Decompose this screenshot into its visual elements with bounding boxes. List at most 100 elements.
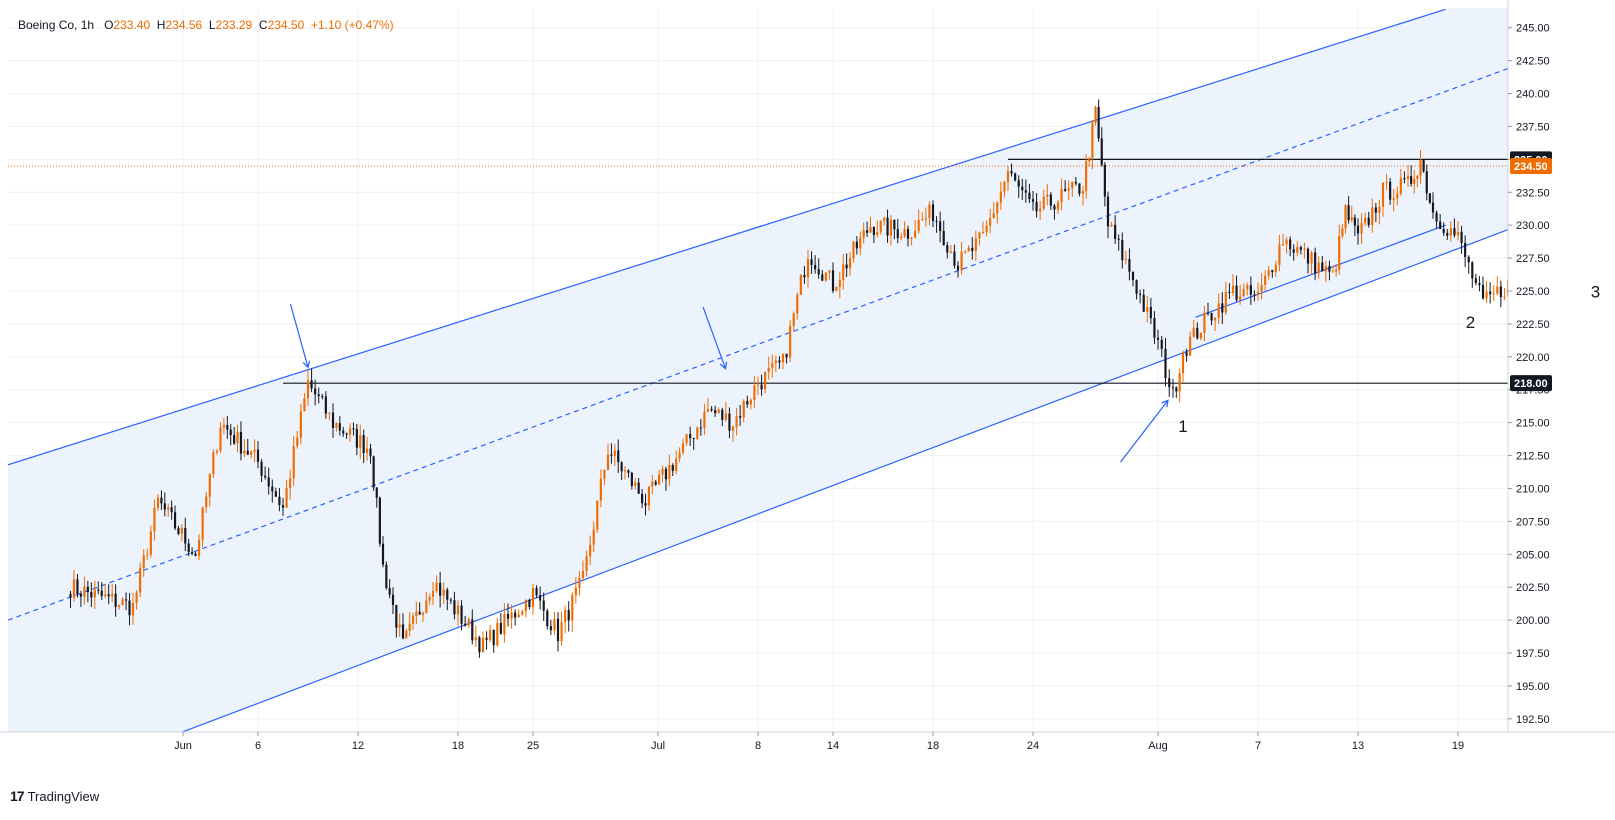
candle-body — [1135, 280, 1138, 294]
candle-body — [1588, 245, 1590, 248]
candle-body — [467, 619, 470, 626]
candle — [253, 439, 256, 463]
legend: Boeing Co, 1h O233.40 H234.56 L233.29 C2… — [18, 18, 394, 32]
y-tick-label: 195.00 — [1516, 681, 1550, 693]
candle — [974, 230, 977, 261]
candle — [721, 407, 724, 426]
candle-body — [1344, 205, 1347, 229]
candle-body — [946, 245, 949, 253]
candle — [1224, 281, 1227, 315]
candle — [842, 254, 845, 290]
candle-body — [1274, 264, 1277, 273]
candle — [914, 219, 917, 239]
candle-body — [661, 468, 664, 475]
candle-body — [806, 259, 810, 278]
candle-body — [1410, 176, 1413, 184]
candle-body — [848, 258, 852, 269]
candle-body — [939, 221, 942, 231]
candle-body — [560, 621, 563, 642]
candle-body — [453, 600, 456, 615]
annotation-arrow-head — [302, 360, 311, 369]
candle-body — [681, 443, 685, 453]
candle — [442, 582, 445, 605]
candle — [385, 561, 388, 590]
candle — [1024, 179, 1027, 203]
candle — [1164, 337, 1167, 387]
candle — [1056, 199, 1060, 214]
candle — [910, 236, 913, 246]
candle — [489, 624, 492, 643]
candle — [243, 439, 246, 458]
candle — [345, 432, 348, 439]
candle-body — [226, 424, 229, 430]
candle-body — [194, 553, 197, 556]
candle-body — [1456, 231, 1460, 236]
candle-body — [935, 220, 938, 222]
candle-body — [1381, 182, 1385, 207]
tradingview-brand[interactable]: 17 TradingView — [10, 788, 99, 804]
legend-close-value: 234.50 — [267, 18, 305, 32]
candle-body — [139, 567, 142, 593]
candle-body — [872, 226, 875, 236]
candle — [617, 439, 620, 473]
candle — [796, 292, 799, 320]
candle — [699, 418, 702, 436]
level-badge-text: 218.00 — [1514, 378, 1548, 390]
candle — [439, 571, 442, 608]
candle-body — [1367, 217, 1370, 226]
candle — [1028, 183, 1031, 204]
legend-change: +1.10 (+0.47%) — [310, 18, 394, 32]
candle — [553, 611, 556, 636]
candle — [453, 591, 456, 620]
candle-body — [792, 313, 795, 326]
candle — [967, 245, 970, 252]
candle — [421, 611, 425, 622]
candle-body — [1210, 313, 1213, 321]
candle-body — [391, 594, 395, 605]
candle — [264, 466, 267, 480]
candle — [1321, 255, 1324, 272]
channel-upper-line — [8, 8, 1446, 466]
candle-body — [981, 232, 985, 234]
candle — [835, 286, 838, 292]
candle — [372, 455, 375, 491]
candle — [992, 202, 995, 219]
candle-body — [886, 217, 889, 236]
candle-body — [1117, 238, 1120, 240]
candle — [296, 430, 299, 449]
candle-body — [1271, 270, 1274, 273]
candle-body — [289, 478, 292, 488]
candle-body — [485, 637, 488, 640]
candle-body — [521, 611, 524, 615]
candle-body — [1607, 206, 1609, 212]
candle-body — [274, 491, 277, 497]
candle-body — [721, 409, 724, 420]
candle — [331, 403, 335, 438]
candle-body — [1474, 278, 1477, 283]
candle-body — [187, 543, 190, 553]
annotation-arrow — [289, 304, 311, 369]
candle — [1178, 368, 1181, 403]
candle-body — [1028, 192, 1031, 200]
candle-body — [496, 622, 499, 646]
candle-body — [599, 478, 602, 501]
candle-body — [735, 416, 738, 427]
candle-body — [156, 497, 160, 508]
legend-high-value: 234.56 — [165, 18, 203, 32]
candle-body — [271, 486, 274, 492]
candle-body — [1121, 239, 1124, 261]
candle-body — [310, 380, 313, 389]
candle — [306, 370, 310, 406]
candle — [879, 220, 882, 235]
candle-body — [285, 487, 288, 508]
candle — [872, 226, 875, 243]
candle-body — [924, 218, 927, 220]
candle — [1121, 232, 1124, 269]
candle — [531, 583, 535, 615]
candle — [1548, 205, 1550, 214]
annotation-arrow-shaft — [289, 304, 309, 368]
candle-body — [989, 218, 992, 226]
annotation-arrow-head — [1161, 399, 1169, 408]
